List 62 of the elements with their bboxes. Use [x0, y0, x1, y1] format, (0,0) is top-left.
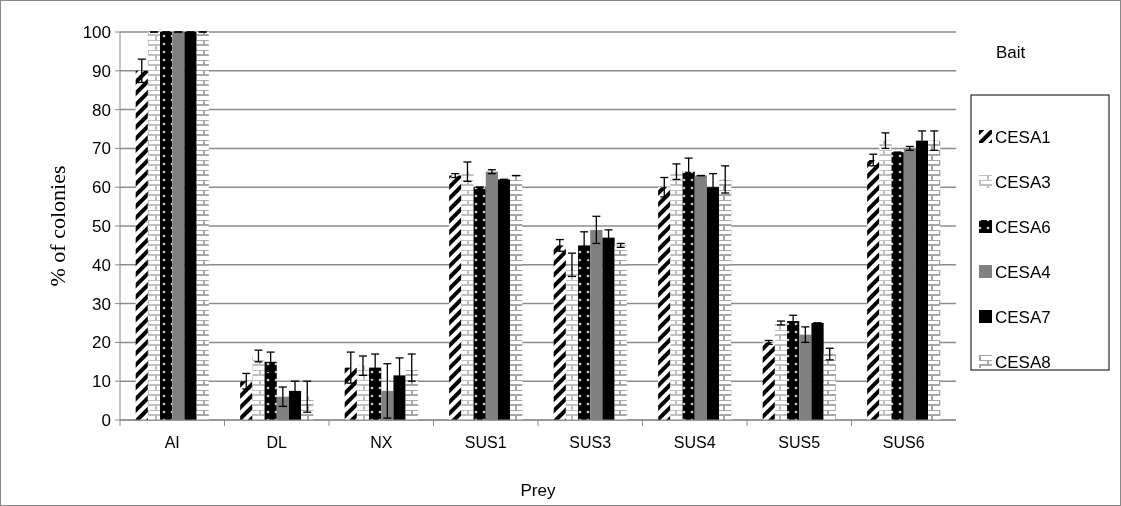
y-tick-label: 80 — [92, 100, 111, 120]
bar — [160, 32, 173, 420]
x-tick-label: SUS5 — [778, 434, 821, 451]
bar — [369, 367, 382, 420]
bar — [682, 171, 695, 420]
bar — [449, 175, 462, 420]
bar — [891, 152, 904, 420]
legend-label: CESA3 — [995, 172, 1051, 192]
y-tick-label: 10 — [92, 372, 111, 392]
bar — [405, 367, 418, 420]
bar — [774, 323, 788, 420]
bar — [344, 367, 357, 420]
bar — [787, 321, 800, 420]
bar — [196, 32, 209, 420]
y-tick-label: 70 — [92, 139, 111, 159]
x-tick-label: SUS3 — [569, 434, 612, 451]
bar — [658, 187, 671, 420]
bar — [184, 32, 197, 420]
y-tick-label: 50 — [92, 216, 111, 236]
legend-title: Bait — [996, 43, 1026, 62]
legend-label: CESA1 — [995, 127, 1051, 147]
x-tick-label: SUS6 — [882, 434, 925, 451]
x-tick-label: AI — [164, 434, 180, 451]
bar — [823, 354, 836, 420]
bar — [147, 32, 161, 420]
bar — [762, 342, 775, 420]
y-tick-label: 30 — [92, 294, 111, 314]
bar — [879, 140, 892, 420]
x-tick-label: SUS4 — [673, 434, 716, 451]
y-tick-label: 0 — [101, 410, 111, 430]
bar — [510, 175, 523, 420]
legend-label: CESA6 — [995, 217, 1051, 237]
legend-label: CESA7 — [995, 307, 1051, 327]
x-tick-label: SUS1 — [464, 434, 507, 451]
legend-label: CESA8 — [995, 352, 1051, 372]
bar — [578, 245, 591, 420]
bar — [565, 264, 579, 420]
y-tick-label: 100 — [82, 22, 111, 42]
bar — [553, 245, 566, 420]
bar — [719, 179, 732, 420]
bar — [473, 187, 486, 420]
y-tick-label: 20 — [92, 333, 111, 353]
bar — [928, 140, 941, 420]
bar — [264, 361, 277, 420]
bar — [670, 171, 683, 420]
bar — [356, 365, 370, 420]
x-tick-label: DL — [266, 434, 288, 451]
bar — [614, 245, 627, 420]
bar — [497, 179, 511, 420]
x-axis-title: Prey — [520, 481, 556, 500]
bar — [135, 70, 148, 420]
x-tick-label: NX — [370, 434, 393, 451]
y-tick-label: 90 — [92, 61, 111, 81]
y-tick-label: 60 — [92, 178, 111, 198]
bar — [811, 323, 824, 420]
legend-label: CESA4 — [995, 262, 1051, 282]
bar — [252, 355, 265, 420]
bar — [867, 160, 880, 420]
bar — [461, 171, 474, 420]
bar — [240, 381, 253, 420]
y-tick-label: 40 — [92, 255, 111, 275]
y-axis-title: % of colonies — [45, 165, 70, 287]
